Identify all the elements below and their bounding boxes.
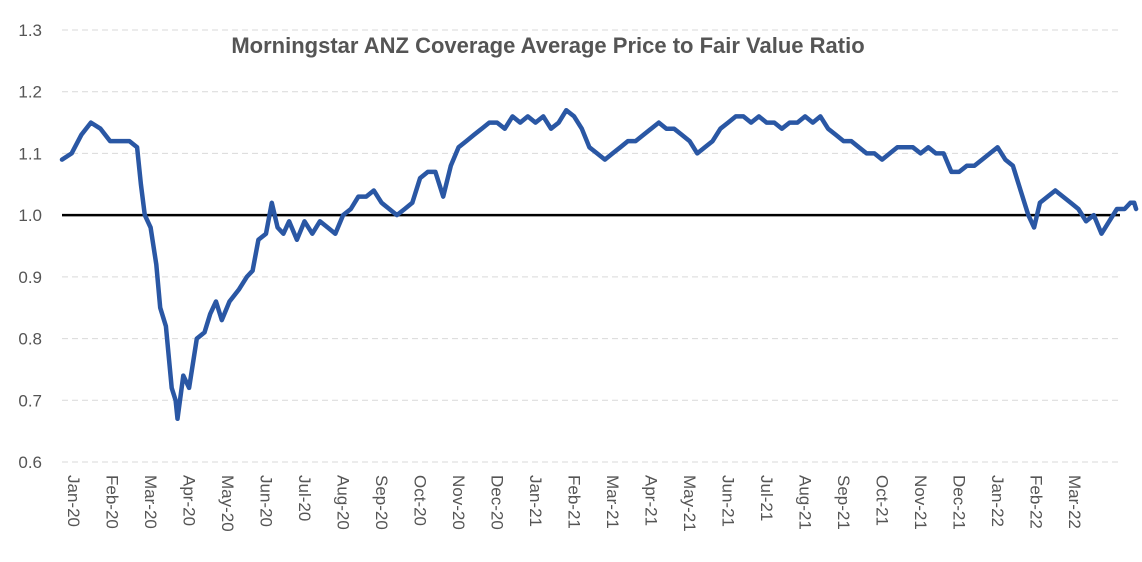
gridlines [62, 29, 1120, 463]
x-tick-label: Apr-20 [180, 475, 199, 526]
x-tick-label: Feb-22 [1027, 475, 1046, 529]
x-tick-label: Jun-21 [719, 475, 738, 527]
x-tick-label: Mar-20 [141, 475, 160, 529]
y-axis-ticks: 0.6 0.7 0.8 0.9 1.0 1.1 1.2 1.3 [18, 21, 42, 472]
x-tick-label: Aug-20 [334, 475, 353, 530]
x-tick-label: Dec-20 [488, 475, 507, 530]
x-tick-label: Mar-22 [1065, 475, 1084, 529]
y-tick-label: 1.3 [18, 21, 42, 40]
y-tick-label: 1.0 [18, 206, 42, 225]
x-tick-label: Jan-20 [64, 475, 83, 527]
x-tick-label: Sep-20 [372, 475, 391, 530]
x-tick-label: Jul-20 [295, 475, 314, 521]
x-tick-label: Jul-21 [757, 475, 776, 521]
y-tick-label: 1.2 [18, 83, 42, 102]
x-tick-label: Nov-20 [449, 475, 468, 530]
y-tick-label: 0.6 [18, 453, 42, 472]
x-tick-label: Oct-21 [873, 475, 892, 526]
x-tick-label: Nov-21 [911, 475, 930, 530]
x-tick-label: Aug-21 [796, 475, 815, 530]
series-line [59, 107, 1139, 422]
y-tick-label: 1.1 [18, 144, 42, 163]
x-tick-label: Jun-20 [257, 475, 276, 527]
x-tick-label: Feb-21 [565, 475, 584, 529]
x-tick-label: Mar-21 [603, 475, 622, 529]
chart-title: Morningstar ANZ Coverage Average Price t… [231, 33, 864, 58]
x-tick-label: May-21 [680, 475, 699, 532]
x-tick-label: Jan-21 [526, 475, 545, 527]
x-tick-label: Sep-21 [834, 475, 853, 530]
x-tick-label: May-20 [218, 475, 237, 532]
y-tick-label: 0.9 [18, 268, 42, 287]
x-axis-ticks: Jan-20 Feb-20 Mar-20 Apr-20 May-20 Jun-20 Jul-… [64, 475, 1084, 532]
y-tick-label: 0.8 [18, 330, 42, 349]
x-tick-label: Apr-21 [642, 475, 661, 526]
y-tick-label: 0.7 [18, 391, 42, 410]
x-tick-label: Oct-20 [411, 475, 430, 526]
x-tick-label: Jan-22 [988, 475, 1007, 527]
x-tick-label: Dec-21 [950, 475, 969, 530]
x-tick-label: Feb-20 [103, 475, 122, 529]
